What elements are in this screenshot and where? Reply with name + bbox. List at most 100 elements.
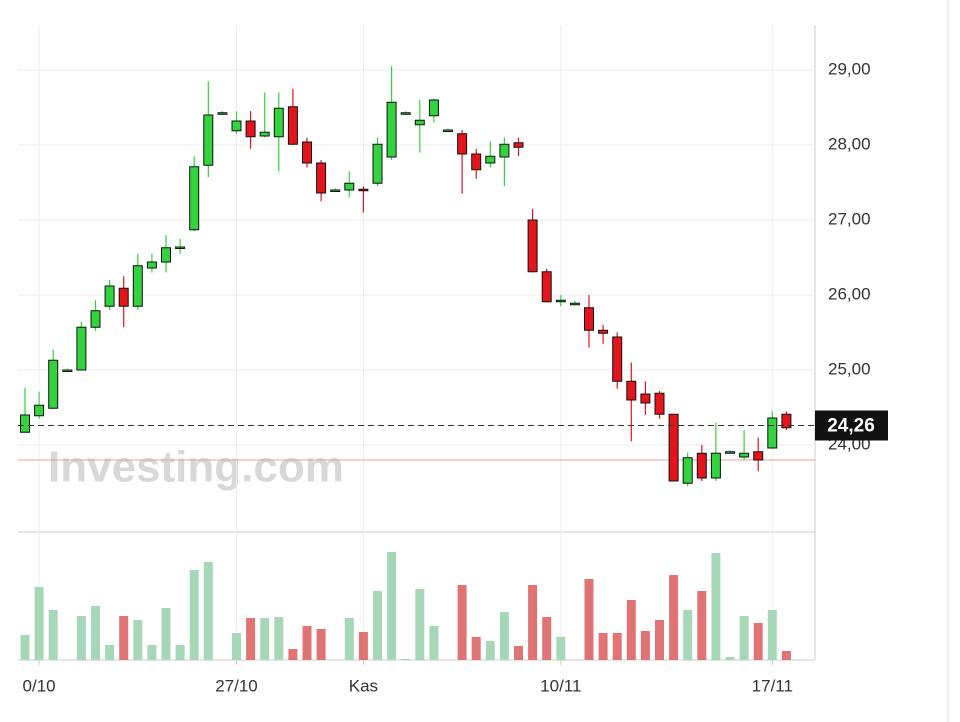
candle-body bbox=[76, 326, 87, 371]
volume-bar bbox=[725, 657, 735, 660]
volume-bar bbox=[711, 553, 721, 660]
volume-bar bbox=[697, 591, 707, 660]
candle-body bbox=[146, 261, 157, 269]
volume-bar bbox=[161, 608, 171, 660]
candle-body bbox=[245, 120, 256, 138]
volume-bar bbox=[203, 562, 213, 660]
volume-bar bbox=[556, 637, 566, 660]
candle-body bbox=[259, 131, 270, 137]
candle-body bbox=[485, 155, 496, 164]
volume-bar bbox=[147, 645, 157, 660]
volume-bar bbox=[48, 610, 58, 660]
candle-body bbox=[753, 451, 764, 461]
candle-body bbox=[668, 413, 679, 482]
volume-bar bbox=[781, 651, 791, 660]
candle-body bbox=[217, 112, 228, 115]
volume-bar bbox=[429, 626, 439, 660]
x-tick-label: Kas bbox=[349, 676, 378, 695]
candle-body bbox=[767, 417, 778, 449]
volume-bar bbox=[640, 631, 650, 660]
volume-bar bbox=[189, 570, 199, 660]
volume-bar bbox=[584, 579, 594, 660]
candle-body bbox=[499, 143, 510, 158]
volume-bar bbox=[598, 633, 608, 660]
volume-bar bbox=[34, 587, 44, 660]
volume-bar bbox=[373, 591, 382, 660]
volume-bar bbox=[274, 617, 284, 660]
volume-bar bbox=[767, 610, 777, 660]
watermark: Investing.com bbox=[48, 443, 344, 492]
candle-body bbox=[682, 457, 693, 484]
x-tick-label: 17/11 bbox=[752, 676, 793, 695]
candle-body bbox=[428, 99, 439, 117]
candle-body bbox=[20, 414, 30, 433]
candle-body bbox=[62, 369, 73, 372]
candle-body bbox=[640, 393, 651, 404]
candle-body bbox=[344, 182, 355, 191]
candle-body bbox=[287, 106, 298, 145]
x-tick-label: 27/10 bbox=[215, 676, 258, 695]
candle-body bbox=[358, 188, 369, 192]
y-tick-label: 26,00 bbox=[828, 284, 871, 303]
candle-body bbox=[739, 452, 750, 458]
volume-bar bbox=[528, 585, 538, 660]
candle-body bbox=[273, 107, 284, 138]
candle-body bbox=[541, 271, 552, 303]
candle-body bbox=[457, 133, 468, 155]
volume-bar bbox=[119, 616, 129, 660]
volume-bar bbox=[105, 645, 115, 660]
candle-body bbox=[443, 129, 453, 132]
candle-body bbox=[513, 142, 524, 148]
candle-body bbox=[189, 166, 200, 231]
candle-body bbox=[555, 299, 566, 303]
volume-bar bbox=[669, 575, 679, 660]
candle-body bbox=[203, 114, 214, 166]
candle-body bbox=[781, 413, 792, 429]
candle-body bbox=[34, 404, 45, 417]
candle-body bbox=[471, 153, 482, 171]
candle-body bbox=[104, 285, 115, 307]
candle-body bbox=[330, 189, 341, 192]
candle-body bbox=[372, 143, 383, 184]
volume-bar bbox=[753, 623, 763, 660]
volume-bar bbox=[288, 649, 298, 660]
volume-bar bbox=[612, 633, 622, 660]
volume-bar bbox=[499, 612, 509, 660]
candle-body bbox=[612, 336, 623, 382]
volume-bar bbox=[358, 632, 368, 660]
x-tick-label: 0/10 bbox=[23, 676, 56, 695]
volume-bar bbox=[76, 616, 86, 660]
volume-bar bbox=[514, 646, 523, 660]
candle-body bbox=[725, 451, 735, 454]
volume-bar bbox=[401, 659, 411, 660]
volume-bar bbox=[344, 618, 354, 660]
candle-body bbox=[316, 162, 327, 194]
volume-bar bbox=[133, 620, 143, 660]
x-tick-label: 10/11 bbox=[540, 676, 581, 695]
candle-body bbox=[584, 307, 594, 331]
candle-body bbox=[132, 265, 143, 307]
candle-body bbox=[626, 380, 637, 401]
volume-bar bbox=[91, 606, 100, 660]
volume-bar bbox=[415, 589, 425, 660]
volume-bar bbox=[175, 645, 185, 660]
candle-body bbox=[302, 141, 312, 164]
y-tick-label: 28,00 bbox=[828, 134, 871, 153]
candle-body bbox=[598, 329, 609, 334]
candle-body bbox=[161, 247, 171, 263]
candle-body bbox=[654, 392, 665, 415]
candle-body bbox=[527, 219, 538, 273]
volume-bar bbox=[485, 641, 495, 660]
volume-bar bbox=[302, 626, 312, 660]
volume-bar bbox=[457, 585, 467, 660]
candle-body bbox=[400, 112, 411, 115]
candle-body bbox=[386, 101, 397, 158]
volume-bar bbox=[471, 637, 481, 660]
volume-bar bbox=[246, 618, 256, 660]
y-tick-label: 27,00 bbox=[828, 209, 871, 228]
candle-body bbox=[118, 287, 129, 307]
last-price-label: 24,26 bbox=[827, 416, 875, 437]
last-price-box bbox=[815, 410, 888, 441]
